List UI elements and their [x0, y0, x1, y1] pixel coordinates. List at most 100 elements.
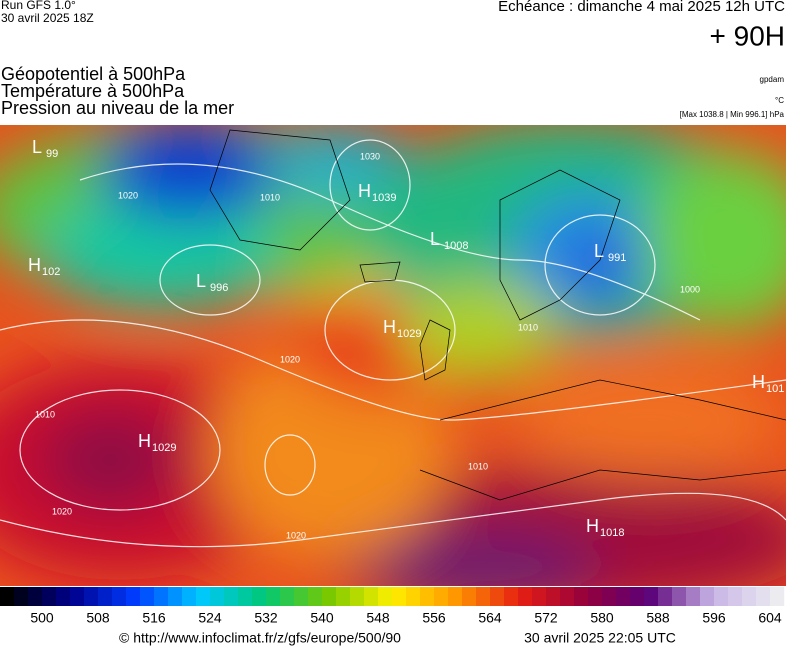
- pressure-center-type: H: [358, 181, 371, 201]
- footer-url: © http://www.infoclimat.fr/z/gfs/europe/…: [119, 630, 401, 646]
- contour-label: 1020: [286, 530, 306, 540]
- colorbar-cell: [560, 587, 575, 606]
- colorbar-cell: [602, 587, 617, 606]
- pressure-center-value: 1029: [397, 328, 421, 340]
- contour-label: 1020: [52, 506, 72, 516]
- colorbar-cell: [392, 587, 407, 606]
- colorbar-label: 588: [646, 610, 670, 626]
- colorbar-cell: [196, 587, 211, 606]
- colorbar-cell: [56, 587, 71, 606]
- pressure-center-type: H: [752, 372, 765, 392]
- colorbar-cell: [672, 587, 687, 606]
- unit: [Max 1038.8 | Min 996.1] hPa: [680, 110, 785, 119]
- colorbar-cell: [756, 587, 771, 606]
- pressure-center-value: 996: [210, 282, 228, 294]
- colorbar-cell: [350, 587, 365, 606]
- lead-time: + 90H: [710, 20, 786, 51]
- pressure-center-type: L: [594, 241, 604, 261]
- colorbar-cell: [84, 587, 99, 606]
- colorbar-label: 548: [366, 610, 390, 626]
- run: Run GFS 1.0°: [1, 0, 76, 12]
- pressure-center-value: 1008: [444, 240, 468, 252]
- colorbar-cell: [266, 587, 281, 606]
- colorbar: [0, 587, 785, 606]
- colorbar-cell: [700, 587, 715, 606]
- colorbar-cell: [518, 587, 533, 606]
- colorbar-cell: [434, 587, 449, 606]
- colorbar-cell: [462, 587, 477, 606]
- colorbar-cell: [616, 587, 631, 606]
- colorbar-cell: [476, 587, 491, 606]
- pressure-center-value: 99: [46, 148, 58, 160]
- pressure-center-type: H: [586, 516, 599, 536]
- colorbar-cell: [448, 587, 463, 606]
- colorbar-label: 580: [590, 610, 614, 626]
- colorbar-cell: [546, 587, 561, 606]
- colorbar-label: 540: [310, 610, 334, 626]
- contour-label: 1010: [518, 322, 538, 332]
- colorbar-cell: [252, 587, 267, 606]
- colorbar-cell: [42, 587, 57, 606]
- colorbar-cell: [490, 587, 505, 606]
- unit: gpdam: [760, 75, 785, 84]
- colorbar-cell: [224, 587, 239, 606]
- pressure-center-value: 1029: [152, 442, 176, 454]
- contour-label: 1010: [468, 461, 488, 471]
- colorbar-cell: [280, 587, 295, 606]
- contour-label: 1030: [360, 151, 380, 161]
- pressure-center-value: 101: [766, 383, 784, 395]
- colorbar-cell: [140, 587, 155, 606]
- pressure-center-type: L: [32, 137, 42, 157]
- colorbar-cell: [308, 587, 323, 606]
- pressure-center-type: H: [138, 431, 151, 451]
- title: Température à 500hPa: [1, 81, 185, 101]
- pressure-center-type: L: [430, 229, 440, 249]
- colorbar-cell: [630, 587, 645, 606]
- run-date: 30 avril 2025 18Z: [1, 11, 94, 25]
- colorbar-label: 500: [30, 610, 54, 626]
- colorbar-cell: [770, 587, 785, 606]
- footer-time: 30 avril 2025 22:05 UTC: [524, 630, 676, 646]
- pressure-center-value: 991: [608, 252, 626, 264]
- forecast: Echéance : dimanche 4 mai 2025 12h UTC: [498, 0, 785, 15]
- colorbar-cell: [644, 587, 659, 606]
- pressure-center-type: L: [196, 271, 206, 291]
- colorbar-label: 572: [534, 610, 558, 626]
- colorbar-label: 556: [422, 610, 446, 626]
- colorbar-cell: [182, 587, 197, 606]
- colorbar-cell: [336, 587, 351, 606]
- colorbar-cell: [126, 587, 141, 606]
- pressure-center-value: 1039: [372, 192, 396, 204]
- colorbar-cell: [574, 587, 589, 606]
- colorbar-cell: [406, 587, 421, 606]
- contour-label: 1020: [118, 190, 138, 200]
- colorbar-cell: [364, 587, 379, 606]
- colorbar-cell: [238, 587, 253, 606]
- pressure-center-value: 102: [42, 266, 60, 278]
- colorbar-label: 564: [478, 610, 502, 626]
- contour-label: 1000: [680, 284, 700, 294]
- pressure-center-value: 1018: [600, 527, 624, 539]
- pressure-center-type: H: [383, 317, 396, 337]
- contour-label: 1010: [35, 409, 55, 419]
- pressure-center-type: H: [28, 255, 41, 275]
- colorbar-label: 524: [198, 610, 222, 626]
- contour-label: 1010: [260, 192, 280, 202]
- map: [0, 125, 786, 586]
- colorbar-label: 508: [86, 610, 110, 626]
- colorbar-cell: [588, 587, 603, 606]
- title: Géopotentiel à 500hPa: [1, 64, 186, 84]
- colorbar-cell: [28, 587, 43, 606]
- colorbar-cell: [686, 587, 701, 606]
- colorbar-cell: [14, 587, 29, 606]
- colorbar-cell: [70, 587, 85, 606]
- colorbar-cell: [168, 587, 183, 606]
- colorbar-cell: [98, 587, 113, 606]
- colorbar-cell: [378, 587, 393, 606]
- title: Pression au niveau de la mer: [1, 98, 234, 118]
- colorbar-label: 532: [254, 610, 278, 626]
- colorbar-cell: [210, 587, 225, 606]
- unit: °C: [775, 96, 784, 105]
- colorbar-cell: [532, 587, 547, 606]
